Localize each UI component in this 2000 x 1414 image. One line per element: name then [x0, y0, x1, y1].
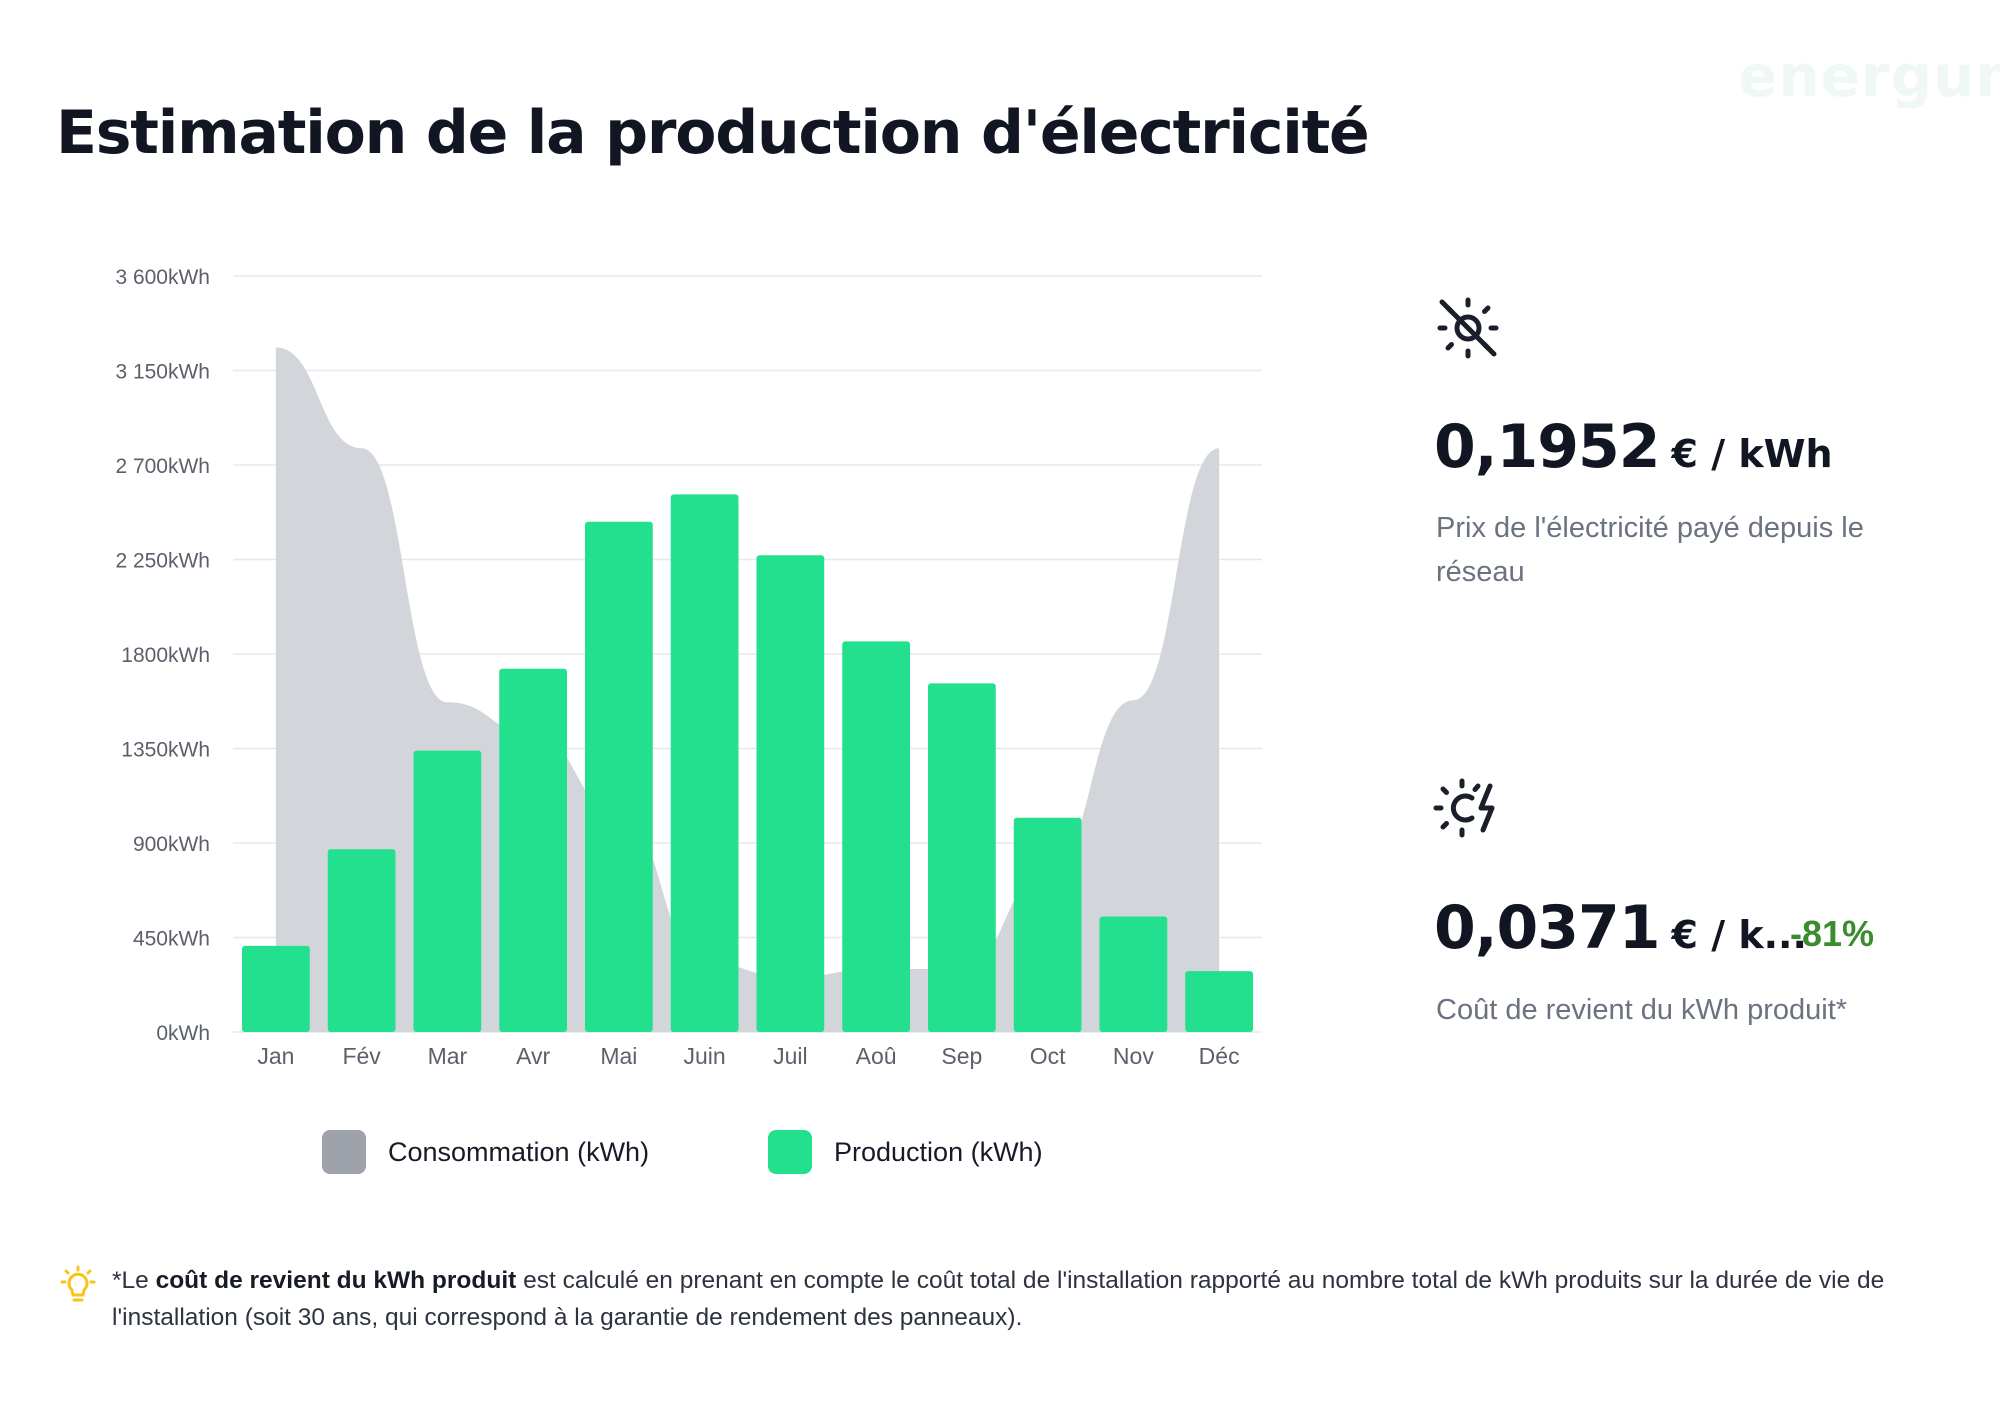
production-bar [585, 521, 653, 1032]
footnote: *Le coût de revient du kWh produit est c… [56, 1262, 1956, 1336]
y-tick-label: 1350kWh [121, 739, 210, 762]
lightbulb-icon [56, 1264, 100, 1308]
production-bar [1185, 971, 1253, 1032]
production-bar [842, 641, 910, 1032]
grid-price-unit: € / kWh [1671, 432, 1833, 476]
y-tick-label: 1800kWh [121, 644, 210, 667]
x-tick-label: Jan [257, 1043, 294, 1069]
footnote-rest: est calculé en prenant en compte le coût… [112, 1267, 1885, 1331]
grid-price-value: 0,1952 € / kWh [1434, 412, 1833, 482]
y-tick-label: 3 600kWh [115, 266, 210, 289]
sun-off-icon [1432, 292, 1504, 364]
x-tick-label: Sep [941, 1043, 982, 1069]
legend-swatch-consumption [322, 1130, 366, 1174]
y-tick-label: 2 700kWh [115, 455, 210, 478]
x-tick-label: Mar [428, 1043, 468, 1069]
production-chart: 3 600kWh 3 150kWh 2 700kWh 2 250kWh 1800kWh 1… [115, 266, 1262, 1069]
production-bar [928, 683, 996, 1032]
x-tick-label: Avr [516, 1043, 550, 1069]
x-tick-label: Nov [1113, 1043, 1154, 1069]
legend-label-production: Production (kWh) [834, 1136, 1043, 1167]
footnote-text: *Le coût de revient du kWh produit est c… [112, 1262, 1956, 1336]
grid-price-description: Prix de l'électricité payé depuis le rés… [1436, 512, 1864, 588]
y-tick-label: 0kWh [156, 1022, 210, 1045]
production-bar [1099, 916, 1168, 1032]
y-tick-label: 450kWh [133, 928, 210, 951]
footnote-prefix: *Le [112, 1267, 156, 1294]
production-bar [327, 849, 396, 1032]
x-tick-label: Aoû [856, 1043, 897, 1069]
legend-swatch-production [768, 1130, 812, 1174]
legend-item-production: Production (kWh) [768, 1130, 1043, 1174]
production-cost-number: 0,0371 [1434, 893, 1661, 963]
footnote-bold: coût de revient du kWh produit [155, 1267, 517, 1294]
grid-price-number: 0,1952 [1434, 412, 1661, 482]
x-tick-label: Juil [773, 1043, 808, 1069]
y-tick-label: 3 150kWh [115, 361, 210, 384]
x-tick-label: Oct [1030, 1043, 1066, 1069]
production-bar [499, 668, 567, 1032]
solar-bolt-icon [1432, 772, 1504, 844]
production-cost-description: Coût de revient du kWh produit* [1436, 994, 1848, 1026]
x-tick-label: Fév [342, 1043, 381, 1069]
legend-item-consumption: Consommation (kWh) [322, 1130, 649, 1174]
legend-label-consumption: Consommation (kWh) [388, 1136, 650, 1167]
production-bar [413, 750, 482, 1032]
page-title: Estimation de la production d'électricit… [56, 98, 1370, 168]
x-tick-label: Juin [684, 1043, 726, 1069]
production-bar [242, 945, 310, 1032]
production-bar [670, 494, 739, 1032]
production-bar [756, 555, 825, 1032]
x-tick-label: Mai [600, 1043, 637, 1069]
production-cost-unit: € / k... [1671, 913, 1807, 957]
brand-logo: energum [1738, 42, 2000, 110]
y-tick-label: 2 250kWh [115, 550, 210, 573]
x-tick-label: Déc [1199, 1043, 1240, 1069]
production-cost-value: 0,0371 € / k... [1434, 893, 1807, 963]
y-tick-label: 900kWh [133, 833, 210, 856]
production-bar [1013, 817, 1082, 1032]
production-cost-delta: -81% [1790, 913, 1875, 954]
